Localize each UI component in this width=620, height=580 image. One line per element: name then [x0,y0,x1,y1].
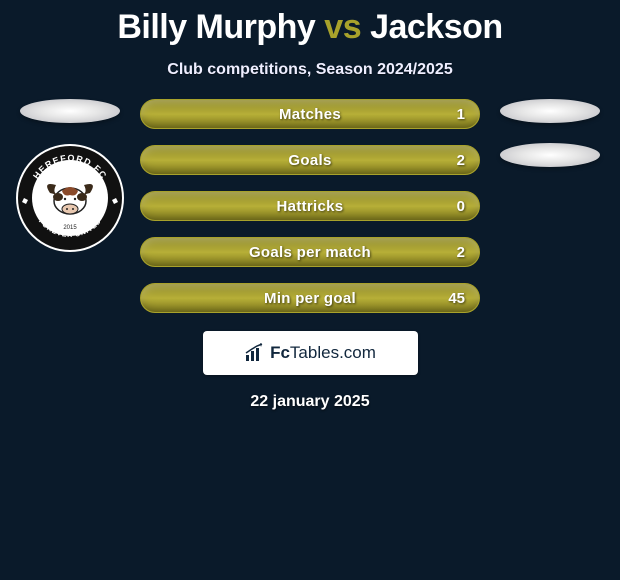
stat-value: 45 [448,290,465,307]
player1-club-logo: HEREFORD FC FOREVER UNITED [15,143,125,253]
vs-word: vs [324,8,361,46]
stat-label: Hattricks [277,198,344,215]
stat-label: Min per goal [264,290,356,307]
stat-bar-min-per-goal: Min per goal 45 [140,283,480,313]
comparison-title: Billy Murphy vs Jackson [0,0,620,47]
player1-column: HEREFORD FC FOREVER UNITED [10,99,130,253]
stat-bar-goals-per-match: Goals per match 2 [140,237,480,267]
stat-label: Goals per match [249,244,371,261]
stats-list: Matches 1 Goals 2 Hattricks 0 Goals per … [140,99,480,313]
stat-bar-hattricks: Hattricks 0 [140,191,480,221]
content-columns: HEREFORD FC FOREVER UNITED [0,99,620,313]
stat-value: 0 [457,198,465,215]
player2-avatar-placeholder [500,99,600,123]
stat-value: 1 [457,106,465,123]
stat-value: 2 [457,152,465,169]
player1-name: Billy Murphy [117,8,315,46]
subtitle: Club competitions, Season 2024/2025 [0,61,620,79]
player2-column [490,99,610,167]
player2-club-placeholder [500,143,600,167]
player2-name: Jackson [370,8,503,46]
stat-value: 2 [457,244,465,261]
stat-bar-goals: Goals 2 [140,145,480,175]
date-line: 22 january 2025 [0,393,620,411]
brand-text: FcTables.com [270,343,376,363]
brand-badge: FcTables.com [203,331,418,375]
badge-year: 2015 [63,225,77,231]
player1-avatar-placeholder [20,99,120,123]
stat-label: Goals [288,152,331,169]
stat-bar-matches: Matches 1 [140,99,480,129]
stat-label: Matches [279,106,341,123]
brand-chart-icon [244,343,266,363]
